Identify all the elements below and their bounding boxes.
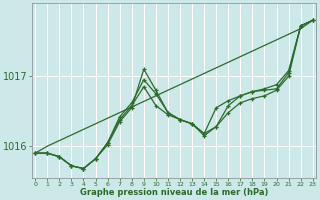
X-axis label: Graphe pression niveau de la mer (hPa): Graphe pression niveau de la mer (hPa) <box>80 188 268 197</box>
